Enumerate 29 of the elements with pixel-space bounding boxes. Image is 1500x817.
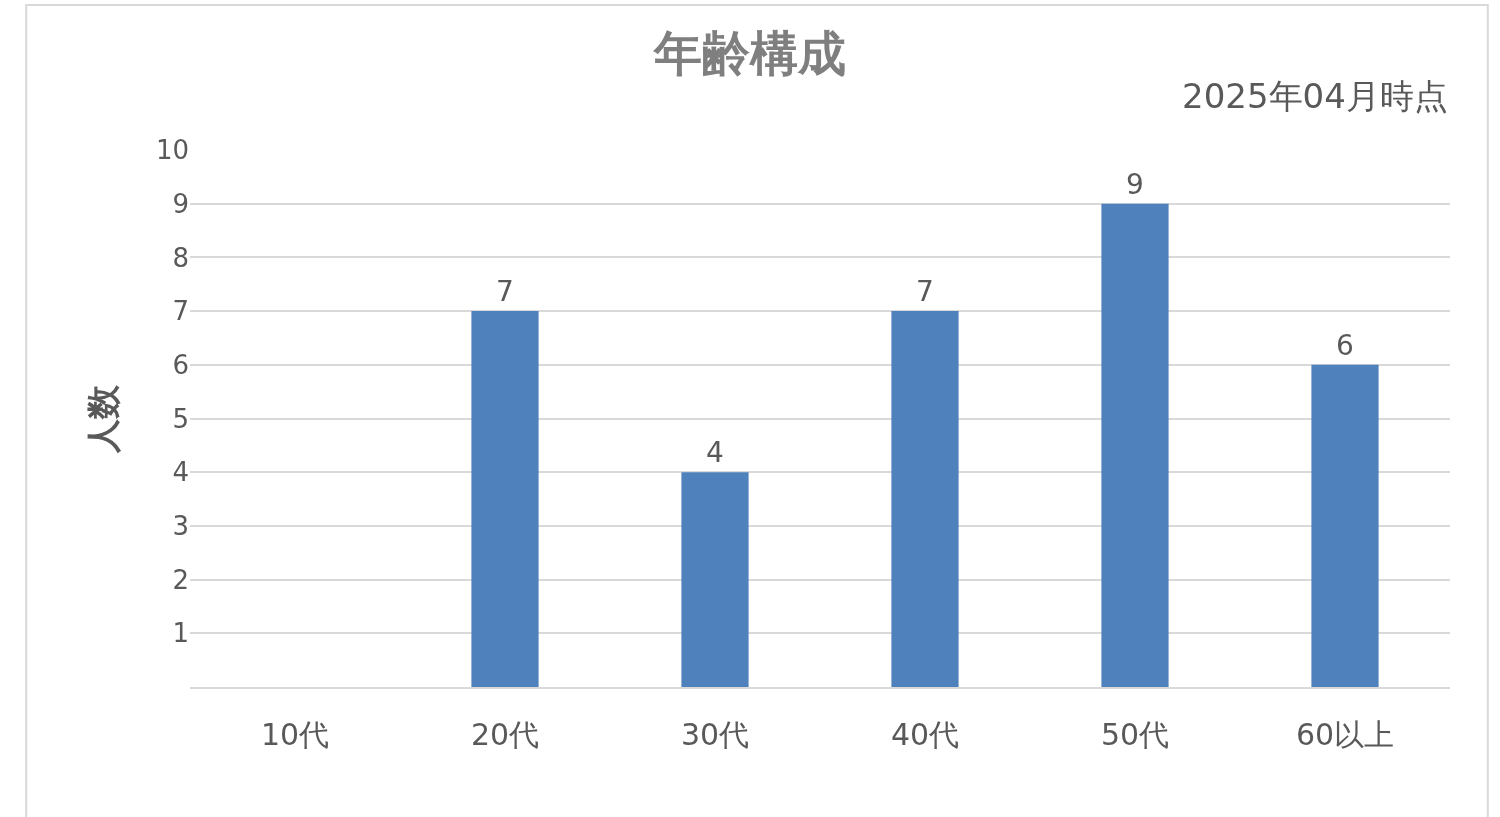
y-tick-label: 9 — [172, 188, 189, 219]
y-tick-label: 6 — [172, 349, 189, 380]
y-tick-label: 4 — [172, 457, 189, 488]
y-tick-label: 3 — [172, 511, 189, 541]
x-tick-label: 10代 — [260, 717, 330, 752]
chart-subtitle: 2025年04月時点 — [1182, 76, 1448, 116]
y-tick-label: 2 — [172, 564, 189, 595]
data-label: 7 — [916, 275, 934, 309]
bar — [891, 311, 959, 687]
data-label: 6 — [1336, 328, 1354, 362]
x-tick-label: 60以上 — [1295, 717, 1395, 752]
y-tick-label: 1 — [172, 618, 189, 649]
y-tick-label: 10 — [155, 135, 189, 166]
bar — [1101, 203, 1169, 687]
data-label: 4 — [706, 436, 724, 470]
y-tick-label: 8 — [172, 242, 189, 273]
chart-title: 年齢構成 — [652, 25, 846, 82]
y-axis-title: 人数 — [82, 383, 123, 454]
y-tick-label: 7 — [172, 296, 189, 327]
data-label: 9 — [1126, 167, 1144, 201]
bar — [1311, 364, 1379, 687]
x-tick-label: 40代 — [890, 717, 960, 752]
bar — [471, 311, 539, 687]
bar — [681, 472, 749, 687]
x-tick-label: 30代 — [680, 717, 750, 752]
x-tick-label: 20代 — [470, 717, 540, 752]
y-tick-label: 5 — [172, 403, 189, 434]
data-label: 7 — [496, 275, 514, 309]
x-tick-label: 50代 — [1100, 717, 1170, 752]
